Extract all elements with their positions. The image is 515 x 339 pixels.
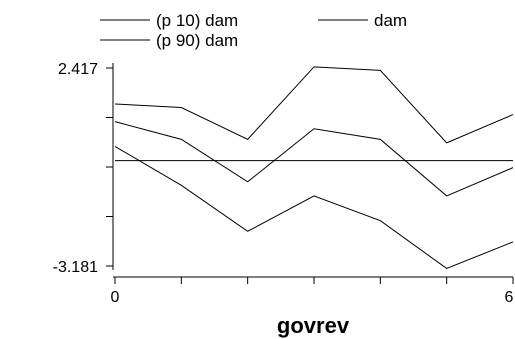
legend-label: (p 90) dam: [156, 31, 238, 50]
y-tick-label-bottom: -3.181: [53, 259, 98, 276]
legend-label: (p 10) dam: [156, 11, 238, 30]
y-tick-label-top: 2.417: [58, 61, 98, 78]
series-line-1: [114, 145, 514, 270]
legend: (p 10) dam dam (p 90) dam: [100, 11, 407, 50]
x-axis-title: govrev: [277, 313, 350, 338]
x-tick-label-left: 0: [111, 289, 120, 306]
series-layer: [114, 66, 514, 270]
y-axis-ticks: [106, 67, 113, 267]
series-line-4: [114, 121, 514, 197]
series-line-3: [114, 66, 514, 144]
x-tick-label-right: 6: [505, 289, 514, 306]
legend-label: dam: [374, 11, 407, 30]
x-axis-ticks: [114, 277, 514, 284]
